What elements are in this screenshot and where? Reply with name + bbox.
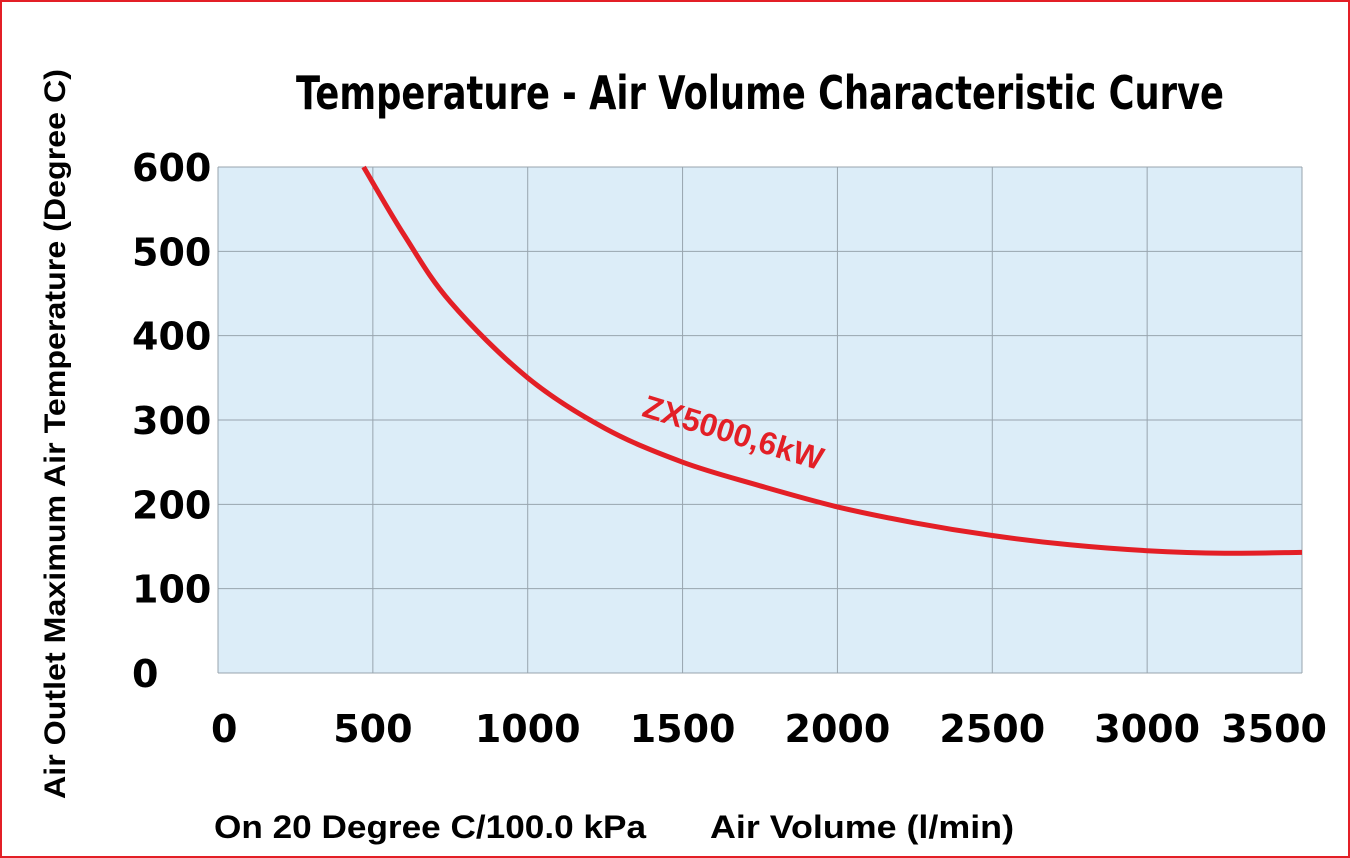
grid bbox=[217, 166, 1303, 674]
y-tick-label: 600 bbox=[132, 146, 211, 190]
y-tick-label: 400 bbox=[132, 315, 211, 359]
x-tick-label: 1500 bbox=[630, 707, 736, 751]
x-tick-label: 3000 bbox=[1094, 707, 1200, 751]
x-tick-label: 3500 bbox=[1221, 707, 1327, 751]
x-tick-label: 2500 bbox=[939, 707, 1045, 751]
y-tick-label: 100 bbox=[132, 568, 211, 612]
tick-labels: 0 500 1000 1500 2000 2500 3000 3500 0 100 200 300 40… bbox=[132, 146, 1327, 751]
conditions-note: On 20 Degree C/100.0 kPa bbox=[214, 809, 646, 845]
x-tick-label: 1000 bbox=[475, 707, 581, 751]
y-axis-label: Air Outlet Maximum Air Temperature (Degr… bbox=[39, 69, 72, 799]
series-line bbox=[361, 165, 1303, 556]
y-tick-label: 200 bbox=[132, 483, 211, 527]
series-layer bbox=[361, 165, 1303, 556]
y-tick-label: 500 bbox=[132, 230, 211, 274]
x-tick-label: 0 bbox=[211, 707, 237, 751]
x-tick-label: 500 bbox=[333, 707, 412, 751]
x-tick-label: 2000 bbox=[785, 707, 891, 751]
x-axis-label: Air Volume (l/min) bbox=[710, 809, 1014, 845]
y-tick-label: 0 bbox=[132, 652, 158, 696]
y-tick-label: 300 bbox=[132, 399, 211, 443]
chart-title: Temperature - Air Volume Characteristic … bbox=[296, 66, 1224, 120]
